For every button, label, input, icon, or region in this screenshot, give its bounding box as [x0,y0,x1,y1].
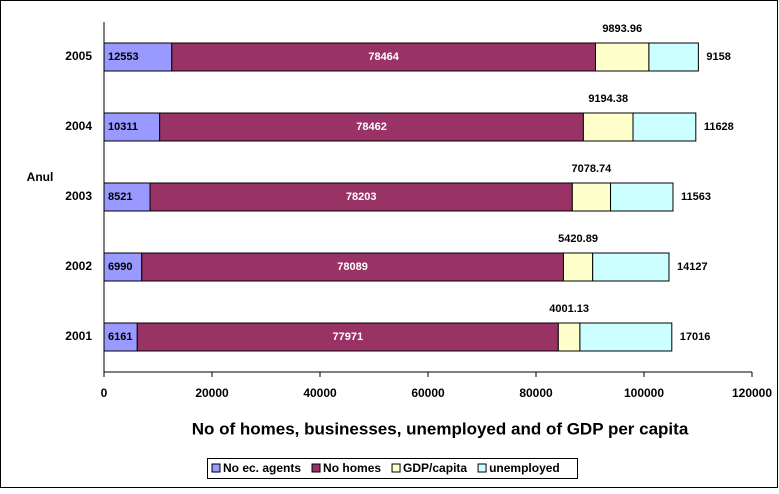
bar-segment [103,182,151,212]
x-tick-label: 120000 [732,386,772,400]
bar-segment [136,322,559,352]
bar-segment [103,322,138,352]
bar-segment [171,42,596,72]
bar-segment [592,252,670,282]
legend-marker [477,463,487,473]
x-axis-title: No of homes, businesses, unemployed and … [192,419,689,438]
data-label: 78462 [356,121,387,133]
data-label: 11628 [704,121,734,133]
y-tick-label: 2001 [65,329,92,343]
data-label: 14127 [677,261,708,273]
data-label: 77971 [332,331,363,343]
data-label: 4001.13 [549,303,589,315]
bar-segment [582,112,634,142]
bar-segment [149,182,573,212]
legend-label: GDP/capita [403,461,467,475]
bar-segment [103,252,143,282]
bar-segment [571,182,612,212]
data-label: 9893.96 [602,23,642,35]
y-tick-label: 2002 [65,259,92,273]
legend-label: No homes [323,461,381,475]
bar-segment [103,42,173,72]
y-tick-label: 2004 [65,119,92,133]
bar-segment [610,182,674,212]
y-tick-label: 2005 [65,49,92,63]
data-label: 11563 [681,191,711,203]
data-label: 17016 [680,331,711,343]
y-tick-label: 2003 [65,189,92,203]
bar-segment [632,112,697,142]
data-label: 78203 [346,191,377,203]
x-tick-label: 20000 [195,386,229,400]
data-label: 9158 [706,51,730,63]
bar-segment [648,42,699,72]
legend-marker [211,463,221,473]
data-label: 5420.89 [558,233,598,245]
data-label: 78089 [337,261,368,273]
x-tick-label: 60000 [411,386,445,400]
x-tick-label: 80000 [519,386,553,400]
data-label: 6990 [108,261,132,273]
data-label: 6161 [108,331,132,343]
bar-segment [562,252,594,282]
data-label: 7078.74 [572,163,613,175]
bar-segment [579,322,673,352]
x-tick-label: 100000 [624,386,664,400]
legend-marker [311,463,321,473]
legend-label: unemployed [489,461,560,475]
data-label: 12553 [108,51,139,63]
x-tick-label: 0 [101,386,108,400]
data-label: 10311 [108,121,138,133]
bar-segment [557,322,581,352]
legend-marker [391,463,401,473]
x-tick-label: 40000 [303,386,337,400]
bar-segment [594,42,650,72]
y-axis-title: Anul [27,170,54,184]
data-label: 8521 [108,191,132,203]
legend-label: No ec. agents [223,461,301,475]
data-label: 9194.38 [588,93,628,105]
data-label: 78464 [368,51,399,63]
bar-segment [103,112,161,142]
bar-segment [141,252,564,282]
